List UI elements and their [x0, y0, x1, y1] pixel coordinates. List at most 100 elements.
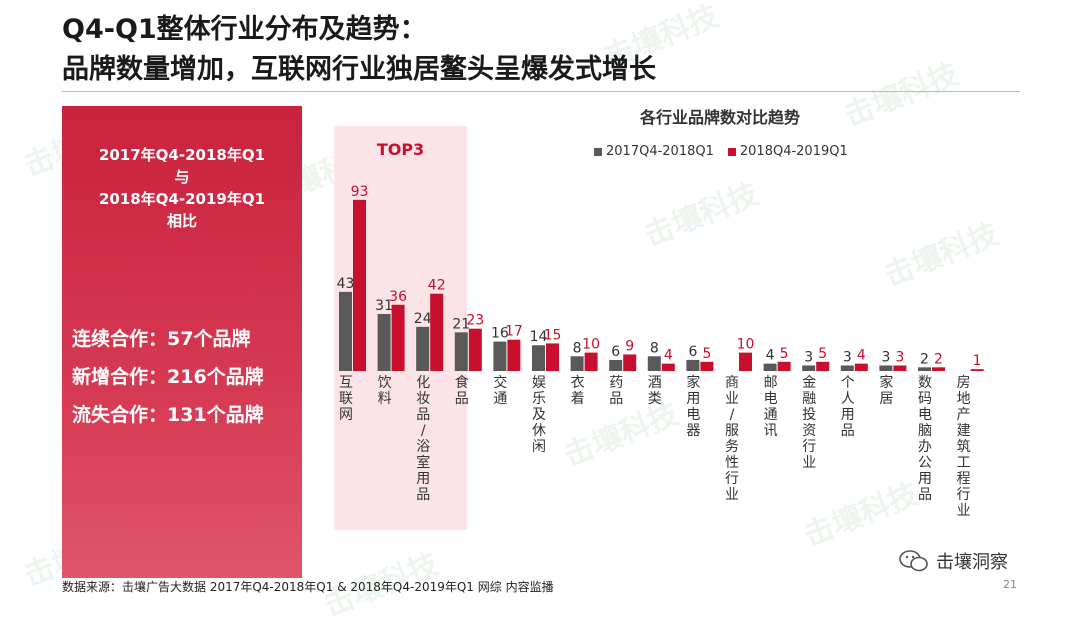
- category-label: 脑: [918, 423, 932, 439]
- data-label: 4: [664, 348, 673, 364]
- data-label: 6: [688, 344, 697, 360]
- compare-line: 2017年Q4-2018年Q1: [98, 146, 266, 164]
- category-label: 互: [339, 375, 353, 391]
- bar: [454, 332, 468, 371]
- category-label: 电: [918, 407, 932, 423]
- bar: [854, 363, 868, 371]
- category-label: 邮: [764, 375, 778, 391]
- category-label: 料: [378, 391, 392, 407]
- data-label: 10: [737, 337, 755, 353]
- bar: [686, 359, 700, 371]
- category-label: 金: [802, 375, 816, 391]
- category-label: 家: [686, 374, 700, 391]
- bar: [918, 367, 931, 371]
- category-label: 性: [725, 455, 739, 471]
- category-label: 用: [686, 391, 700, 407]
- bar: [777, 361, 791, 371]
- data-label: 17: [505, 324, 523, 340]
- data-label: 10: [582, 337, 600, 353]
- data-label: 5: [780, 346, 789, 362]
- title-line-1: Q4-Q1整体行业分布及趋势：: [62, 14, 427, 45]
- bar: [802, 365, 816, 371]
- category-label: 休: [532, 423, 546, 439]
- data-label: 1: [973, 353, 982, 369]
- category-label: 品: [609, 391, 623, 407]
- category-label: 地: [957, 391, 971, 407]
- category-label: 品: [416, 487, 430, 503]
- data-label: 3: [843, 349, 852, 365]
- category-label: 个: [841, 375, 855, 391]
- data-label: 21: [452, 316, 470, 332]
- category-label: 食: [455, 374, 469, 391]
- legend-swatch: [594, 147, 602, 156]
- legend-label: 2017Q4-2018Q1: [606, 144, 714, 159]
- category-label: 闲: [532, 439, 546, 455]
- category-label: 药: [609, 375, 623, 391]
- category-label: 乐: [532, 391, 546, 407]
- data-label: 24: [414, 311, 432, 327]
- data-label: 3: [895, 349, 904, 365]
- title-line-2: 品牌数量增加，互联网行业独居鳌头呈爆发式增长: [62, 54, 656, 85]
- data-label: 42: [428, 278, 446, 294]
- bar: [570, 356, 584, 371]
- compare-line: 2018年Q4-2019年Q1: [98, 190, 266, 208]
- top3-label: TOP3: [376, 140, 425, 159]
- category-label: 通: [493, 391, 507, 407]
- data-label: 8: [573, 340, 582, 356]
- cooperation-stats: 连续合作：57个品牌 新增合作：216个品牌 流失合作：131个品牌: [72, 320, 264, 434]
- bar: [623, 354, 637, 371]
- title-divider: [62, 91, 1020, 92]
- bar-chart: 4393互联网3136饮料2442化妆品/浴室用品2123食品1617交通141…: [337, 184, 984, 519]
- category-label: 办: [918, 439, 932, 455]
- bar: [932, 367, 945, 371]
- category-label: 用: [918, 471, 932, 487]
- data-label: 4: [766, 348, 775, 364]
- bar: [763, 363, 777, 371]
- bar: [893, 365, 907, 371]
- data-label: 93: [351, 184, 369, 200]
- category-label: 房: [957, 375, 971, 391]
- data-source: 数据来源：击壤广告大数据 2017年Q4-2018年Q1 & 2018年Q4-2…: [62, 580, 554, 594]
- category-label: 器: [686, 423, 700, 439]
- stat-lost: 流失合作：131个品牌: [72, 404, 264, 426]
- category-label: 服: [725, 423, 739, 439]
- category-label: 用: [841, 407, 855, 423]
- category-label: 讯: [764, 423, 778, 439]
- slide-title: Q4-Q1整体行业分布及趋势： 品牌数量增加，互联网行业独居鳌头呈爆发式增长: [62, 10, 656, 90]
- data-label: 23: [466, 313, 484, 329]
- data-label: 9: [625, 338, 634, 354]
- bar: [391, 304, 405, 371]
- category-label: 行: [725, 471, 739, 487]
- category-label: 通: [764, 407, 778, 423]
- data-label: 8: [650, 340, 659, 356]
- category-label: 行: [957, 487, 971, 503]
- data-label: 5: [818, 346, 827, 362]
- category-label: 电: [764, 391, 778, 407]
- bar: [377, 313, 391, 371]
- bar: [416, 326, 430, 371]
- bar: [700, 361, 714, 371]
- legend-item: 2018Q4-2019Q1: [727, 144, 848, 159]
- bar: [493, 341, 507, 371]
- category-label: 品: [841, 423, 855, 439]
- data-label: 3: [804, 349, 813, 365]
- data-label: 43: [337, 276, 355, 292]
- category-label: 工: [957, 455, 971, 471]
- bar: [647, 356, 661, 371]
- bar: [840, 365, 854, 371]
- category-label: 联: [339, 391, 353, 407]
- category-label: 用: [416, 471, 430, 487]
- legend-item: 2017Q4-2018Q1: [594, 144, 714, 159]
- category-label: 程: [957, 471, 971, 487]
- brand-name: 击壤洞察: [936, 552, 1008, 573]
- category-label: 网: [339, 407, 353, 423]
- category-label: 饮: [378, 375, 392, 391]
- stat-new: 新增合作：216个品牌: [72, 366, 264, 388]
- category-label: 业: [957, 503, 971, 519]
- category-label: 资: [802, 423, 816, 439]
- category-label: 电: [686, 407, 700, 423]
- category-label: 娱: [532, 375, 546, 391]
- category-label: 数: [918, 375, 932, 391]
- category-label: 业: [725, 391, 739, 407]
- chart-title: 各行业品牌数对比趋势: [639, 108, 800, 127]
